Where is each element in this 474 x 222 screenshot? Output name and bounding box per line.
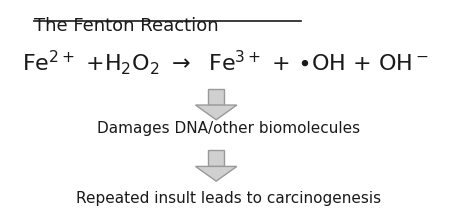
Text: The Fenton Reaction: The Fenton Reaction [35, 17, 219, 35]
Text: Repeated insult leads to carcinogenesis: Repeated insult leads to carcinogenesis [76, 191, 381, 206]
Text: Damages DNA/other biomolecules: Damages DNA/other biomolecules [97, 121, 360, 136]
Polygon shape [208, 151, 225, 166]
Polygon shape [196, 166, 237, 181]
Polygon shape [208, 89, 225, 105]
Polygon shape [196, 105, 237, 120]
Text: Fe$^{2+}$ +H$_2$O$_2$ $\rightarrow$  Fe$^{3+}$ + $\bullet$OH + OH$^-$: Fe$^{2+}$ +H$_2$O$_2$ $\rightarrow$ Fe$^… [22, 48, 429, 77]
